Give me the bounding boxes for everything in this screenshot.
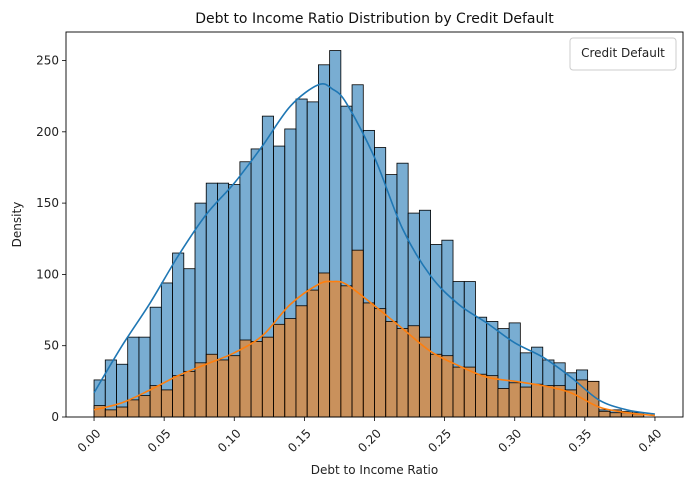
histogram-bar [194, 362, 207, 418]
kde-line [93, 280, 656, 417]
histogram-bar [531, 383, 544, 418]
y-tick-label: 50 [44, 339, 59, 353]
x-axis-ticks: 0.00 0.05 0.10 0.15 0.20 0.25 0.30 0.35 0.40 [75, 417, 665, 455]
histogram-bar [407, 325, 420, 418]
x-tick-label: 0.35 [566, 426, 595, 455]
x-tick-label: 0.20 [355, 426, 384, 455]
histogram-bar [183, 370, 196, 418]
y-tick-label: 200 [36, 125, 59, 139]
histogram-bar [452, 366, 465, 418]
histogram-bar [329, 281, 342, 418]
x-tick-label: 0.15 [285, 426, 314, 455]
histogram-bar [497, 388, 510, 418]
histogram-bars [93, 50, 645, 418]
histogram-bar [127, 399, 140, 418]
histogram-bar [486, 375, 499, 418]
histogram-bar [116, 406, 129, 418]
kde-line [93, 82, 656, 415]
y-tick-label: 150 [36, 196, 59, 210]
histogram-bar [138, 395, 151, 418]
chart-title: Debt to Income Ratio Distribution by Cre… [195, 11, 554, 27]
x-tick-label: 0.25 [425, 426, 454, 455]
x-tick-label: 0.10 [215, 426, 244, 455]
y-axis-ticks: 0 50 100 150 200 250 [36, 54, 66, 424]
histogram-bar [250, 341, 263, 418]
histogram-bar [104, 359, 117, 418]
histogram-bar [104, 409, 117, 418]
histogram-bar [508, 382, 521, 418]
histogram-bar [396, 328, 409, 418]
histogram-bar [418, 336, 431, 418]
histogram-bar [284, 318, 297, 418]
histogram-bar [160, 389, 173, 418]
y-tick-label: 250 [36, 54, 59, 68]
histogram-bar [340, 285, 353, 418]
legend: Credit Default [569, 37, 677, 71]
histogram-bar [295, 305, 308, 418]
histogram-bar [519, 386, 532, 418]
histogram-bar [430, 353, 443, 418]
histogram-bar [239, 339, 252, 418]
histogram-bar [306, 289, 319, 418]
histogram-bar [441, 355, 454, 418]
y-tick-label: 0 [51, 410, 59, 424]
histogram-bar [609, 412, 622, 418]
histogram-bar [362, 302, 375, 418]
histogram-bar [217, 359, 230, 418]
histogram-bar [149, 385, 162, 418]
histogram-bar [463, 366, 476, 418]
x-tick-label: 0.05 [145, 426, 174, 455]
histogram-bar [228, 355, 241, 418]
histogram-bar [273, 323, 286, 418]
kde-lines [93, 82, 656, 417]
histogram-bar [261, 336, 274, 418]
legend-title: Credit Default [581, 46, 665, 60]
x-tick-label: 0.40 [636, 426, 665, 455]
histogram-bar [318, 272, 331, 418]
x-tick-label: 0.00 [75, 426, 104, 455]
histogram-bar [374, 308, 387, 418]
y-axis-title: Density [10, 202, 24, 248]
histogram-bar [385, 321, 398, 418]
histogram-bar [351, 249, 364, 418]
y-tick-label: 100 [36, 267, 59, 281]
x-tick-label: 0.30 [495, 426, 524, 455]
x-axis-title: Debt to Income Ratio [311, 463, 438, 477]
histogram-bar [542, 385, 555, 418]
histogram-bar [598, 410, 611, 418]
legend-box [569, 37, 677, 71]
histogram-bar [475, 373, 488, 418]
histogram-bar [172, 375, 185, 418]
